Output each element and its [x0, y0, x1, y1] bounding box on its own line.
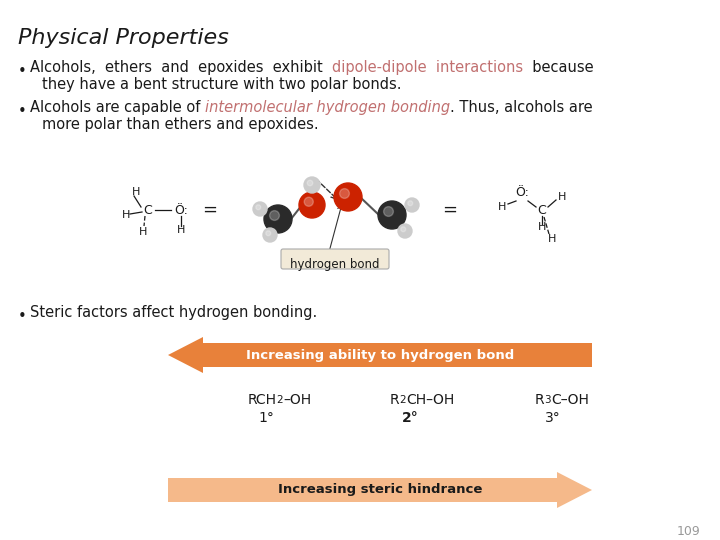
Text: =: =	[443, 201, 457, 219]
Text: H: H	[177, 225, 185, 235]
Circle shape	[256, 205, 261, 210]
Circle shape	[263, 228, 277, 242]
Circle shape	[264, 205, 292, 233]
Text: •: •	[18, 309, 27, 324]
Text: Physical Properties: Physical Properties	[18, 28, 229, 48]
Text: Increasing steric hindrance: Increasing steric hindrance	[278, 483, 482, 496]
Text: Increasing ability to hydrogen bond: Increasing ability to hydrogen bond	[246, 348, 514, 361]
Text: 109: 109	[676, 525, 700, 538]
Text: Ö:: Ö:	[174, 204, 188, 217]
Text: H: H	[558, 192, 566, 202]
Text: more polar than ethers and epoxides.: more polar than ethers and epoxides.	[42, 117, 319, 132]
Text: H: H	[498, 202, 506, 212]
Text: hydrogen bond: hydrogen bond	[290, 258, 379, 271]
Circle shape	[384, 207, 393, 217]
Circle shape	[334, 183, 362, 211]
Circle shape	[398, 224, 412, 238]
FancyBboxPatch shape	[281, 249, 389, 269]
Text: •: •	[18, 104, 27, 119]
Circle shape	[378, 201, 406, 229]
Circle shape	[408, 201, 413, 206]
Circle shape	[266, 231, 271, 235]
Text: 2°: 2°	[402, 411, 418, 425]
Text: they have a bent structure with two polar bonds.: they have a bent structure with two pola…	[42, 77, 402, 92]
Circle shape	[405, 198, 419, 212]
Text: H: H	[548, 234, 556, 244]
Text: C–OH: C–OH	[551, 393, 589, 407]
Circle shape	[340, 188, 349, 198]
Text: because: because	[523, 60, 594, 75]
Text: R: R	[535, 393, 544, 407]
Text: 1°: 1°	[258, 411, 274, 425]
Text: H: H	[139, 227, 147, 237]
Text: R: R	[390, 393, 400, 407]
Text: H: H	[538, 222, 546, 232]
Text: –OH: –OH	[283, 393, 311, 407]
Text: H: H	[122, 210, 130, 220]
Circle shape	[299, 192, 325, 218]
Text: . Thus, alcohols are: . Thus, alcohols are	[450, 100, 593, 115]
Text: Steric factors affect hydrogen bonding.: Steric factors affect hydrogen bonding.	[30, 305, 318, 320]
Polygon shape	[168, 472, 592, 508]
Text: CH–OH: CH–OH	[406, 393, 454, 407]
Text: 2: 2	[399, 395, 405, 405]
Text: C: C	[143, 204, 153, 217]
Text: C: C	[538, 204, 546, 217]
Text: Alcohols,  ethers  and  epoxides  exhibit: Alcohols, ethers and epoxides exhibit	[30, 60, 332, 75]
Circle shape	[304, 177, 320, 193]
Polygon shape	[168, 337, 592, 373]
Circle shape	[304, 197, 313, 206]
Text: 3: 3	[544, 395, 551, 405]
Circle shape	[307, 180, 312, 186]
Text: Alcohols are capable of: Alcohols are capable of	[30, 100, 205, 115]
Text: =: =	[202, 201, 217, 219]
Text: H: H	[132, 187, 140, 197]
Text: 2: 2	[276, 395, 283, 405]
Text: RCH: RCH	[248, 393, 277, 407]
Circle shape	[401, 227, 405, 232]
Circle shape	[269, 211, 279, 220]
Text: dipole-dipole  interactions: dipole-dipole interactions	[332, 60, 523, 75]
Text: 3°: 3°	[545, 411, 561, 425]
Text: •: •	[18, 64, 27, 79]
Text: Ö:: Ö:	[515, 186, 529, 199]
Text: intermolecular hydrogen bonding: intermolecular hydrogen bonding	[205, 100, 450, 115]
Circle shape	[253, 202, 267, 216]
